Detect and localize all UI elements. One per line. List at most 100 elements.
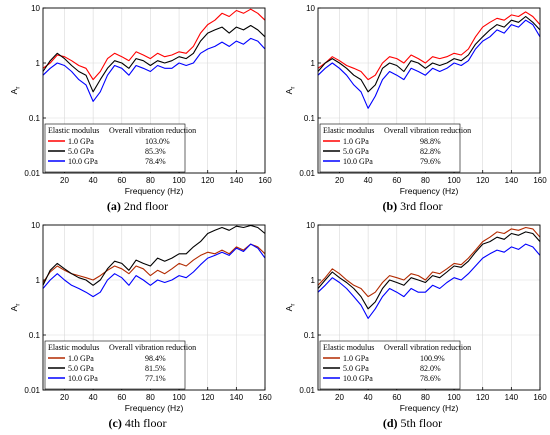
y-tick-label: 0.1	[304, 114, 316, 123]
legend-reduction: 82.8%	[420, 147, 441, 156]
legend-modulus: 1.0 GPa	[68, 354, 94, 363]
chart-panel: 20 40 60 80 100 120 140 160 0.01 0.1 1 10 Frequency …	[0, 217, 275, 434]
x-tick-label: 140	[505, 176, 519, 185]
legend-modulus: 1.0 GPa	[68, 137, 94, 146]
y-axis-label-subscript: r	[291, 304, 297, 306]
series-line	[42, 243, 266, 298]
legend-header-modulus: Elastic modulus	[48, 343, 99, 352]
y-tick-label: 0.01	[24, 386, 40, 395]
legend-modulus: 5.0 GPa	[343, 147, 369, 156]
legend-reduction: 79.6%	[420, 157, 441, 166]
x-tick-label: 160	[258, 393, 272, 402]
chart-svg: 20 40 60 80 100 120 140 160 0.01 0.1 1 10 Frequency …	[9, 221, 272, 413]
x-axis-label: Frequency (Hz)	[125, 186, 184, 196]
x-axis-label: Frequency (Hz)	[400, 403, 459, 413]
x-tick-label: 80	[146, 393, 155, 402]
plot-frame	[317, 224, 541, 391]
x-axis-label: Frequency (Hz)	[125, 403, 184, 413]
chart-svg: 20 40 60 80 100 120 140 160 0.01 0.1 1 10 Frequency …	[284, 4, 547, 196]
legend-reduction: 98.4%	[145, 354, 166, 363]
x-tick-label: 40	[364, 176, 373, 185]
x-tick-label: 20	[335, 393, 344, 402]
y-tick-label: 0.1	[29, 114, 41, 123]
legend-header-reduction: Overall vibration reduction	[384, 126, 471, 135]
legend-reduction: 82.0%	[420, 364, 441, 373]
series-line	[42, 8, 266, 81]
series-line	[42, 224, 266, 286]
chart-panel: 20 40 60 80 100 120 140 160 0.01 0.1 1 10 Frequency …	[0, 0, 275, 217]
x-tick-label: 60	[117, 393, 126, 402]
x-tick-label: 140	[505, 393, 519, 402]
panel-caption-text: 3rd floor	[397, 199, 443, 213]
x-tick-label: 120	[201, 393, 215, 402]
panel-caption-label: (a)	[106, 199, 121, 213]
series-line	[317, 231, 541, 310]
legend-header-modulus: Elastic modulus	[48, 126, 99, 135]
y-tick-label: 10	[31, 221, 40, 230]
y-tick-label: 10	[31, 4, 40, 13]
plot-frame	[42, 7, 266, 174]
x-tick-label: 100	[172, 393, 186, 402]
x-tick-label: 140	[230, 393, 244, 402]
legend-modulus: 1.0 GPa	[343, 354, 369, 363]
y-tick-label: 1	[36, 59, 41, 68]
series-line	[317, 11, 541, 81]
legend-header-modulus: Elastic modulus	[323, 343, 374, 352]
legend-reduction: 100.9%	[420, 354, 445, 363]
y-tick-label: 0.01	[299, 169, 315, 178]
x-tick-label: 40	[89, 176, 98, 185]
x-tick-label: 100	[172, 176, 186, 185]
y-tick-label: 1	[36, 276, 41, 285]
x-tick-label: 120	[201, 176, 215, 185]
x-tick-label: 60	[117, 176, 126, 185]
legend-reduction: 85.3%	[145, 147, 166, 156]
x-tick-label: 20	[60, 176, 69, 185]
y-tick-label: 0.1	[304, 331, 316, 340]
legend-modulus: 5.0 GPa	[68, 364, 94, 373]
x-tick-label: 40	[89, 393, 98, 402]
x-tick-label: 40	[364, 393, 373, 402]
panel-caption-text: 5th floor	[397, 416, 443, 430]
panel-caption: (d) 5th floor	[275, 416, 550, 431]
x-tick-label: 120	[476, 393, 490, 402]
legend-header-modulus: Elastic modulus	[323, 126, 374, 135]
legend-header-reduction: Overall vibration reduction	[109, 343, 196, 352]
y-axis-label-subscript: r	[16, 87, 22, 89]
series-line	[317, 15, 541, 93]
legend-modulus: 10.0 GPa	[68, 157, 98, 166]
x-tick-label: 160	[533, 176, 547, 185]
legend-reduction: 98.8%	[420, 137, 441, 146]
series-line	[317, 19, 541, 109]
legend-box	[44, 123, 186, 173]
legend-box	[44, 340, 186, 390]
legend-reduction: 78.6%	[420, 374, 441, 383]
x-tick-label: 120	[476, 176, 490, 185]
y-tick-label: 1	[311, 59, 316, 68]
panel-caption: (c) 4th floor	[0, 416, 275, 431]
x-tick-label: 100	[447, 393, 461, 402]
legend-reduction: 78.4%	[145, 157, 166, 166]
legend-modulus: 5.0 GPa	[68, 147, 94, 156]
x-tick-label: 160	[533, 393, 547, 402]
panel-caption-text: 4th floor	[121, 416, 167, 430]
y-axis-label: Ar	[284, 304, 297, 312]
x-tick-label: 100	[447, 176, 461, 185]
y-tick-label: 0.1	[29, 331, 41, 340]
plot-frame	[42, 224, 266, 391]
panel-caption: (a) 2nd floor	[0, 199, 275, 214]
series-line	[42, 243, 266, 283]
chart-panel: 20 40 60 80 100 120 140 160 0.01 0.1 1 10 Frequency …	[275, 217, 550, 434]
y-axis-label-subscript: r	[291, 87, 297, 89]
panel-caption: (b) 3rd floor	[275, 199, 550, 214]
x-tick-label: 160	[258, 176, 272, 185]
series-line	[42, 37, 266, 102]
series-line	[42, 24, 266, 93]
x-tick-label: 80	[421, 393, 430, 402]
legend-reduction: 81.5%	[145, 364, 166, 373]
x-tick-label: 60	[392, 393, 401, 402]
legend-reduction: 103.0%	[145, 137, 170, 146]
legend-reduction: 77.1%	[145, 374, 166, 383]
panel-caption-label: (b)	[382, 199, 398, 213]
legend-modulus: 10.0 GPa	[68, 374, 98, 383]
